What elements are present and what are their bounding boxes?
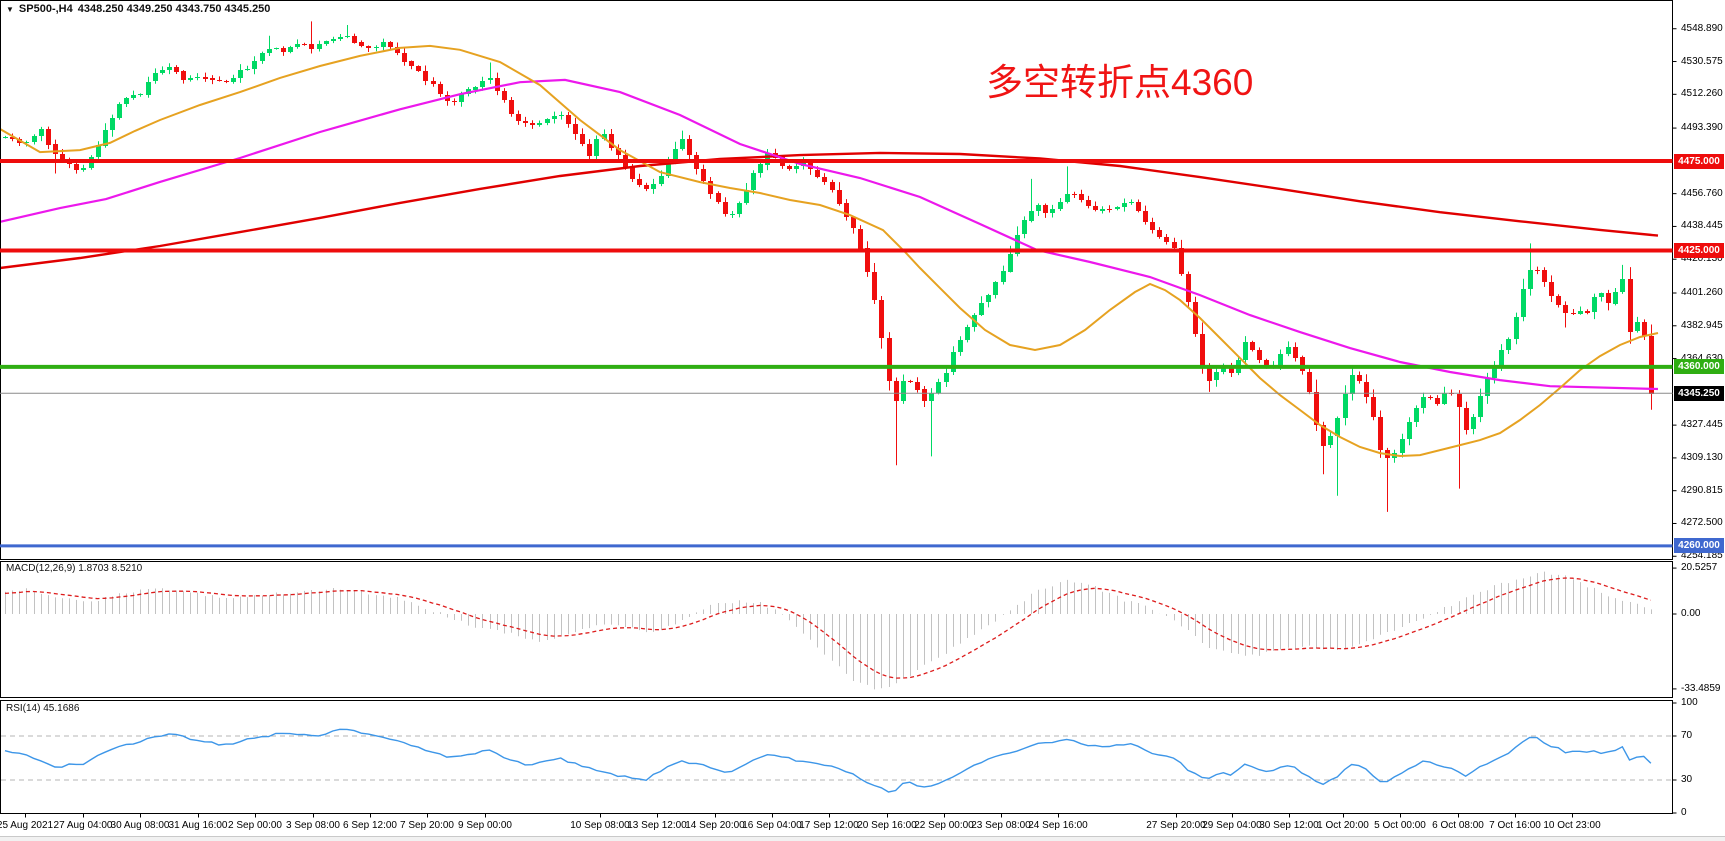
annotation-text: 多空转折点4360 xyxy=(986,62,1254,103)
price-axis-label: 4420.130 xyxy=(1681,253,1723,265)
price-axis-label: 4272.500 xyxy=(1681,517,1723,529)
price-axis-label: 4493.390 xyxy=(1681,122,1723,134)
time-axis-label: 3 Sep 08:00 xyxy=(286,820,340,831)
window-bottom-edge xyxy=(0,836,1725,841)
time-axis-label: 10 Sep 08:00 xyxy=(570,820,630,831)
macd-name: MACD(12,26,9) xyxy=(6,563,76,574)
time-axis-label: 7 Oct 16:00 xyxy=(1489,820,1541,831)
price-level-tag: 4260.000 xyxy=(1674,538,1724,554)
time-axis-label: 25 Aug 2021 xyxy=(0,820,54,831)
time-axis-label: 24 Sep 16:00 xyxy=(1028,820,1088,831)
price-axis-label: 4548.890 xyxy=(1681,22,1723,34)
rsi-values: 45.1686 xyxy=(43,703,80,714)
rsi-axis-label: 100 xyxy=(1681,697,1698,708)
price-axis-label: 4382.945 xyxy=(1681,319,1723,331)
rsi-axis-label: 0 xyxy=(1681,807,1687,818)
price-axis-label: 4290.815 xyxy=(1681,484,1723,496)
time-axis-label: 13 Sep 12:00 xyxy=(627,820,687,831)
rsi-indicator-label: RSI(14) 45.1686 xyxy=(6,703,79,714)
macd-indicator-label: MACD(12,26,9) 1.8703 8.5210 xyxy=(6,563,142,574)
time-axis-label: 22 Sep 00:00 xyxy=(914,820,974,831)
price-level-tag: 4345.250 xyxy=(1674,385,1724,401)
time-axis-label: 30 Aug 08:00 xyxy=(110,820,170,831)
price-axis-label: 4438.445 xyxy=(1681,220,1723,232)
ohlc-values-label: 4348.250 4349.250 4343.750 4345.250 xyxy=(77,3,271,15)
time-axis-label: 31 Aug 16:00 xyxy=(168,820,228,831)
collapse-triangle-icon[interactable]: ▼ xyxy=(6,4,14,14)
time-axis-label: 5 Oct 00:00 xyxy=(1374,820,1426,831)
time-axis-label: 17 Sep 12:00 xyxy=(799,820,859,831)
macd-axis-label: 0.00 xyxy=(1681,608,1701,619)
time-axis-label: 9 Sep 00:00 xyxy=(458,820,512,831)
price-axis-label: 4456.760 xyxy=(1681,187,1723,199)
price-axis-label: 4327.445 xyxy=(1681,419,1723,431)
rsi-axis-label: 30 xyxy=(1681,774,1693,785)
time-axis-label: 16 Sep 04:00 xyxy=(742,820,802,831)
time-axis-label: 20 Sep 16:00 xyxy=(857,820,917,831)
price-axis-label: 4401.260 xyxy=(1681,286,1723,298)
time-axis-label: 2 Sep 00:00 xyxy=(228,820,282,831)
time-axis-label: 1 Oct 20:00 xyxy=(1317,820,1369,831)
price-level-tag: 4475.000 xyxy=(1674,153,1724,169)
chart-title-bar: ▼ SP500-,H4 4348.250 4349.250 4343.750 4… xyxy=(6,3,270,15)
price-axis-label: 4364.630 xyxy=(1681,352,1723,364)
macd-axis-label: -33.4859 xyxy=(1681,682,1721,694)
price-level-tag: 4425.000 xyxy=(1674,243,1724,258)
time-axis-label: 6 Sep 12:00 xyxy=(343,820,397,831)
price-axis-label: 4254.185 xyxy=(1681,550,1723,562)
macd-axis-label: 20.5257 xyxy=(1681,562,1718,574)
time-axis-label: 30 Sep 12:00 xyxy=(1259,820,1319,831)
rsi-axis-label: 70 xyxy=(1681,730,1693,741)
time-axis-label: 14 Sep 20:00 xyxy=(685,820,745,831)
time-axis-label: 29 Sep 04:00 xyxy=(1202,820,1262,831)
time-axis-label: 6 Oct 08:00 xyxy=(1432,820,1484,831)
time-axis-label: 10 Oct 23:00 xyxy=(1543,820,1601,831)
time-axis-label: 23 Sep 08:00 xyxy=(971,820,1031,831)
macd-values: 1.8703 8.5210 xyxy=(78,563,143,574)
time-axis-label: 27 Aug 04:00 xyxy=(53,820,113,831)
time-axis-label: 7 Sep 20:00 xyxy=(400,820,454,831)
price-axis-label: 4512.260 xyxy=(1681,88,1723,100)
rsi-name: RSI(14) xyxy=(6,703,41,714)
symbol-timeframe-label: SP500-,H4 xyxy=(18,3,73,15)
price-axis-label: 4309.130 xyxy=(1681,451,1723,463)
time-axis-label: 27 Sep 20:00 xyxy=(1146,820,1206,831)
price-level-tag: 4360.000 xyxy=(1674,359,1724,375)
price-axis-label: 4530.575 xyxy=(1681,55,1723,67)
